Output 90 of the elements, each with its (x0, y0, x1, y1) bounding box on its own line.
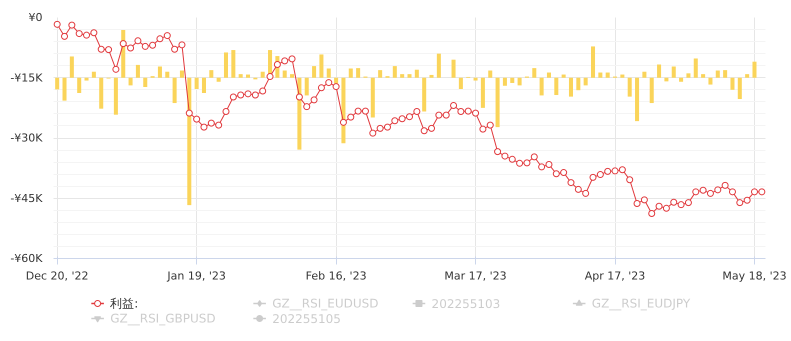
bar (510, 78, 514, 83)
bar (238, 74, 243, 78)
bar (628, 78, 632, 97)
bar (92, 72, 96, 78)
bar (650, 78, 654, 104)
bar (304, 78, 309, 96)
bar (319, 54, 324, 78)
bar (114, 78, 118, 115)
y-tick-label: -¥45K (10, 192, 44, 205)
bar (502, 78, 507, 86)
bar (716, 70, 720, 78)
y-tick-label: -¥30K (10, 132, 44, 144)
bar (458, 78, 463, 89)
bar (99, 78, 104, 109)
bar (540, 78, 544, 96)
x-tick-label: Feb 16, '23 (306, 270, 367, 282)
bar (246, 74, 250, 78)
y-tick-label: -¥15K (10, 71, 44, 84)
y-tick-label: ¥0 (28, 11, 43, 24)
bar (62, 78, 67, 101)
bar (635, 78, 640, 122)
bar (55, 78, 60, 90)
bar (745, 74, 750, 78)
bar (568, 78, 574, 97)
bar (672, 66, 676, 78)
bar (392, 66, 397, 78)
bar (752, 62, 757, 78)
bar (70, 56, 74, 78)
legend-label: 利益: (110, 296, 138, 310)
bar (642, 72, 646, 78)
x-tick-label: Jan 19, '23 (166, 270, 226, 282)
bar (694, 58, 698, 78)
bar (518, 78, 522, 86)
bar (348, 68, 353, 78)
bar (452, 60, 456, 78)
bar (187, 78, 192, 206)
bar (496, 78, 500, 128)
bar (260, 72, 265, 78)
bar (723, 70, 728, 78)
bar (562, 74, 566, 78)
bar (430, 74, 434, 78)
x-tick-label: May 18, '23 (722, 270, 787, 282)
x-tick-label: Mar 17, '23 (444, 270, 507, 282)
bar (606, 72, 610, 78)
bar (576, 78, 580, 90)
bar (77, 78, 82, 94)
bar (422, 78, 426, 112)
bar (282, 70, 287, 78)
bar (436, 54, 441, 78)
bar (224, 52, 228, 78)
bar (128, 78, 133, 86)
bar (679, 78, 684, 82)
bar (664, 78, 668, 82)
bar (738, 78, 742, 100)
bar (378, 70, 382, 78)
bar (546, 72, 551, 78)
bar (730, 78, 734, 90)
bar (620, 74, 624, 78)
bar (488, 70, 492, 78)
bar (231, 50, 236, 78)
bar (598, 72, 602, 78)
bar (708, 78, 712, 85)
bar (202, 78, 206, 94)
bar (686, 73, 690, 78)
bar (370, 78, 375, 118)
bar (216, 78, 221, 82)
bar (701, 74, 706, 78)
bar (407, 74, 412, 78)
bar (414, 70, 419, 78)
bar (532, 68, 536, 78)
y-tick-label: -¥60K (10, 252, 44, 265)
bar (400, 74, 404, 78)
bar (290, 74, 294, 78)
bar (312, 66, 316, 78)
bar (480, 78, 485, 108)
bar (172, 78, 177, 104)
bar (657, 64, 662, 78)
bar (136, 64, 140, 78)
bar (158, 66, 162, 78)
bar (180, 70, 184, 78)
bar (356, 68, 360, 78)
bar (194, 78, 199, 89)
bar (590, 46, 596, 78)
bar (143, 78, 148, 87)
bar (165, 72, 170, 78)
x-tick-label: Apr 17, '23 (584, 270, 646, 282)
bar (584, 78, 588, 86)
bar (209, 70, 214, 78)
x-tick-label: Dec 20, '22 (26, 270, 89, 282)
bar (554, 78, 558, 96)
